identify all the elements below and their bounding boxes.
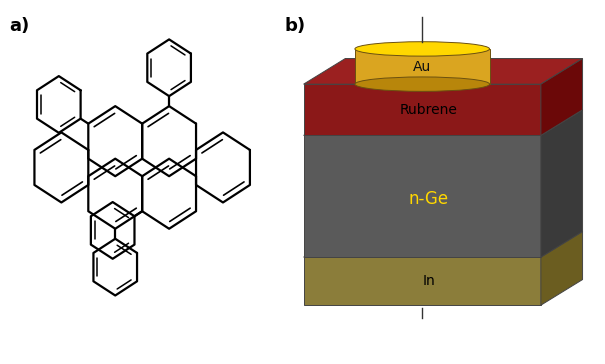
- Text: Rubrene: Rubrene: [400, 103, 457, 117]
- Polygon shape: [541, 59, 583, 135]
- Polygon shape: [541, 110, 583, 257]
- Polygon shape: [304, 110, 583, 135]
- Ellipse shape: [355, 77, 489, 91]
- Polygon shape: [304, 84, 541, 135]
- Text: a): a): [9, 17, 29, 35]
- Ellipse shape: [355, 42, 489, 56]
- Text: n-Ge: n-Ge: [408, 190, 449, 209]
- Polygon shape: [304, 257, 541, 305]
- Text: b): b): [284, 17, 306, 35]
- Text: Au: Au: [413, 60, 431, 74]
- Polygon shape: [304, 135, 541, 257]
- Text: In: In: [422, 274, 435, 288]
- Polygon shape: [355, 49, 489, 84]
- Polygon shape: [304, 232, 583, 257]
- Polygon shape: [304, 59, 583, 84]
- Polygon shape: [541, 232, 583, 305]
